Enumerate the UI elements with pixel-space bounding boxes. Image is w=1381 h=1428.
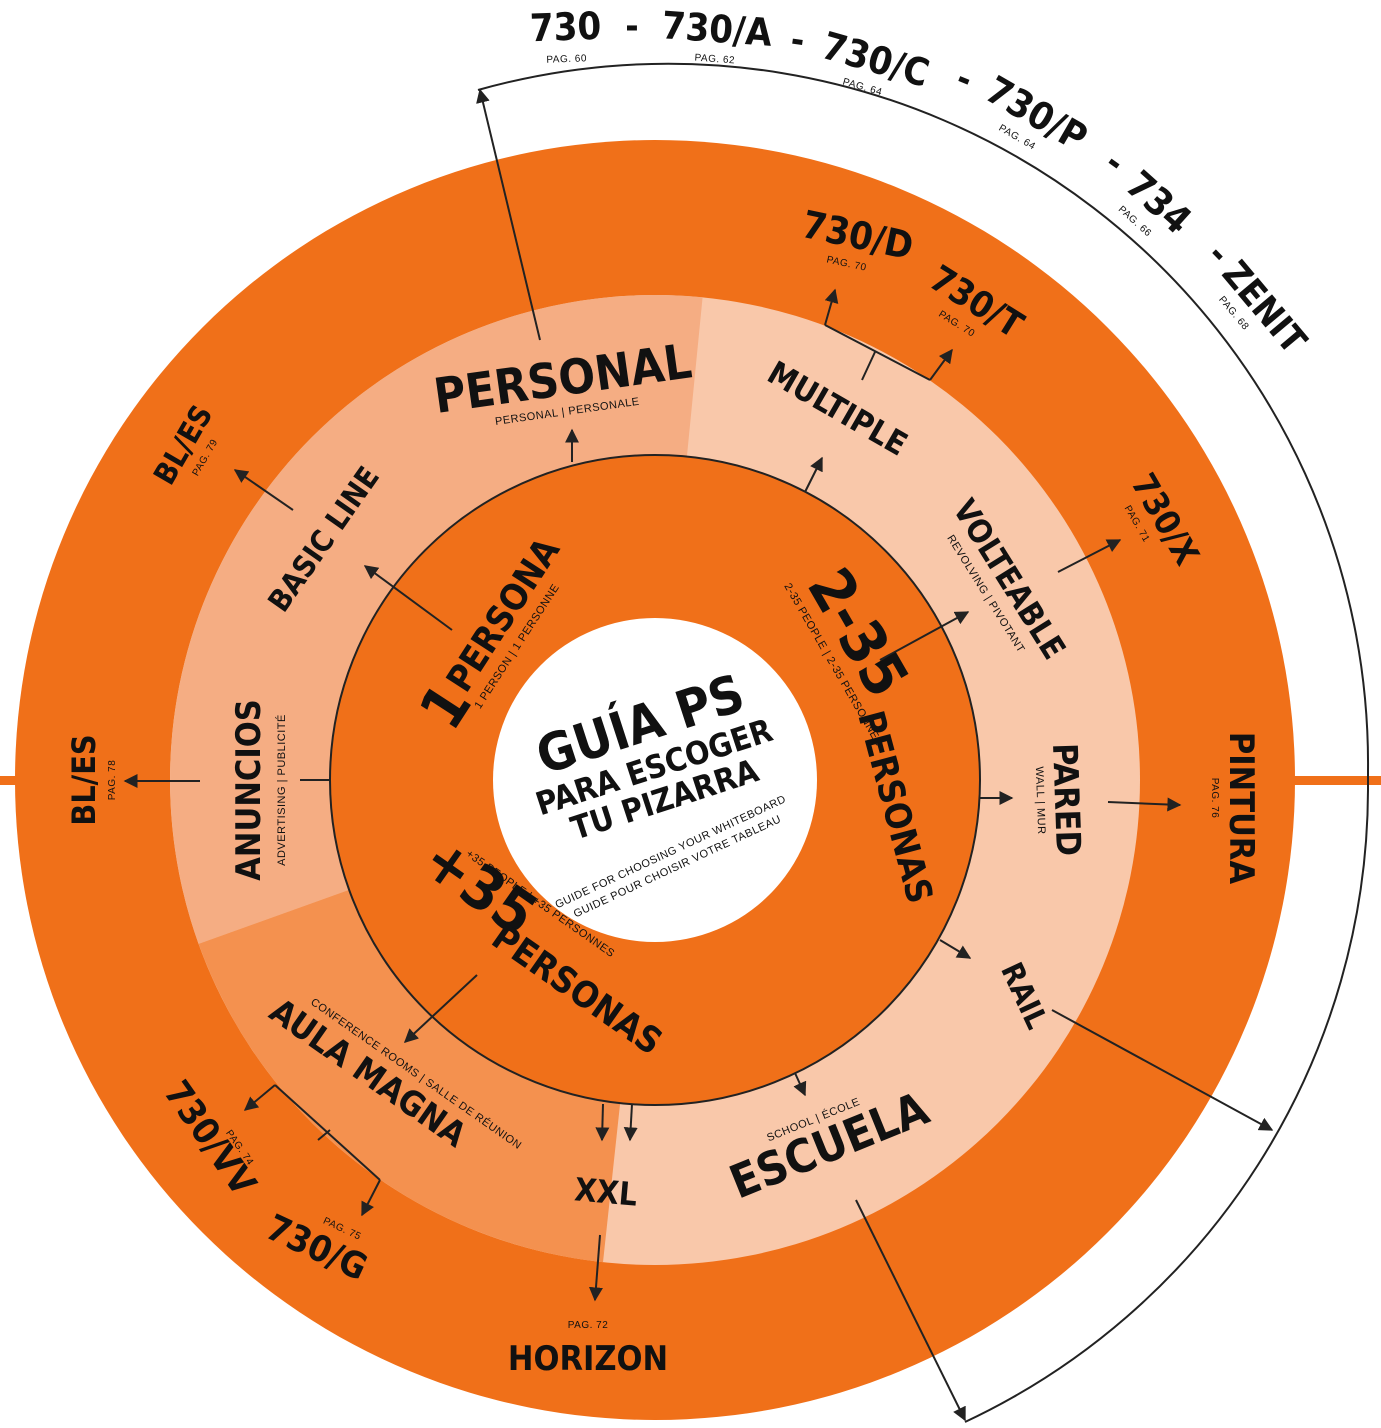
cat-pared-translation: WALL | MUR (1033, 766, 1047, 835)
product-horizon-page: PAG. 72 (568, 1320, 609, 1331)
arc-item-730-name: 730 (529, 4, 602, 50)
arc-item-734: 734 PAG. 66 (1116, 162, 1200, 242)
arc-separator-2: - (788, 19, 807, 61)
product-horizon: PAG. 72 HORIZON (508, 1320, 668, 1379)
arc-item-730p: 730/P PAG. 64 (978, 67, 1094, 160)
arc-item-730a: 730/A PAG. 62 (660, 3, 774, 67)
cat-pared: PARED WALL | MUR (1033, 743, 1088, 857)
arc-separator-3: - (950, 58, 978, 101)
top-arc-bracket (477, 62, 1370, 1423)
cat-anuncios-label: ANUNCIOS (229, 699, 269, 881)
arc-item-734-name: 734 (1117, 162, 1199, 242)
product-bles-left-name: BL/ES (65, 734, 103, 825)
product-pintura-name: PINTURA (1221, 732, 1261, 885)
center-circle (493, 618, 817, 942)
arc-item-730a-name: 730/A (660, 3, 774, 55)
arc-item-zenit: ZENIT PAG. 68 (1214, 254, 1314, 362)
cat-pared-label: PARED (1044, 743, 1088, 857)
product-pintura: PINTURA PAG. 76 (1209, 732, 1261, 885)
product-bles-left-page: PAG. 78 (107, 760, 118, 801)
arc-item-730a-page: PAG. 62 (694, 53, 735, 67)
product-horizon-name: HORIZON (508, 1339, 668, 1379)
cat-anuncios: ANUNCIOS ADVERTISING | PUBLICITÉ (229, 699, 288, 881)
cat-xxl: XXL (573, 1170, 639, 1213)
product-pintura-page: PAG. 76 (1209, 778, 1220, 819)
product-730d: 730/D PAG. 70 (798, 202, 917, 274)
arc-separator-4: - (1097, 142, 1132, 183)
connectors (123, 88, 1274, 1422)
arc-separator-1: - (625, 6, 638, 47)
cat-anuncios-translation: ADVERTISING | PUBLICITÉ (275, 714, 288, 866)
cat-xxl-label: XXL (573, 1170, 639, 1213)
arc-item-730-page: PAG. 60 (546, 53, 587, 65)
product-bles-left: BL/ES PAG. 78 (65, 734, 118, 825)
arc-item-730: 730 PAG. 60 (529, 4, 602, 66)
arc-item-730c: 730/C PAG. 64 (817, 23, 934, 98)
